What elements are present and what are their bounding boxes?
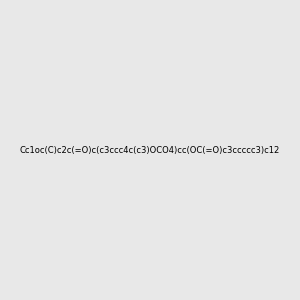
Text: Cc1oc(C)c2c(=O)c(c3ccc4c(c3)OCO4)cc(OC(=O)c3ccccc3)c12: Cc1oc(C)c2c(=O)c(c3ccc4c(c3)OCO4)cc(OC(=… xyxy=(20,146,280,154)
